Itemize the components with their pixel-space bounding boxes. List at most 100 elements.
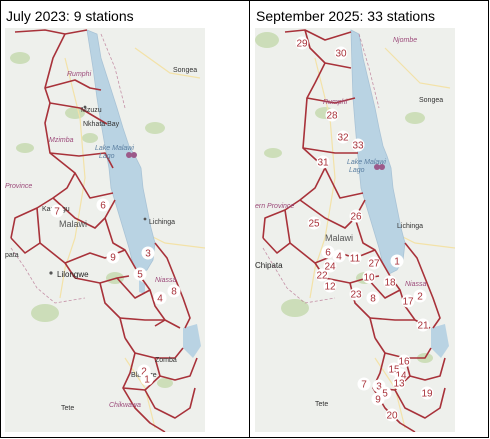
label-pata: pata (5, 252, 19, 259)
svg-text:21: 21 (417, 321, 429, 332)
label-chikwawa: Chikwawa (109, 402, 141, 409)
station-marker[interactable]: 30 (334, 46, 348, 60)
station-marker[interactable]: 1 (390, 254, 404, 268)
svg-text:33: 33 (352, 141, 364, 152)
svg-text:6: 6 (325, 248, 331, 259)
label-lake: Lake Malawi (95, 145, 134, 152)
svg-text:2: 2 (141, 367, 147, 378)
label-mzimba: Mzimba (49, 137, 74, 144)
station-marker[interactable]: 29 (295, 36, 309, 50)
station-marker[interactable]: 20 (385, 408, 399, 422)
station-marker[interactable]: 8 (167, 284, 181, 298)
lake-pin-icon (374, 164, 385, 170)
svg-text:24: 24 (324, 262, 336, 273)
place-labels: Njombe Songea Rumphi Lake Malawi Lago er… (255, 37, 443, 408)
svg-text:9: 9 (110, 253, 116, 264)
svg-text:7: 7 (361, 380, 367, 391)
label-tete: Tete (61, 405, 74, 412)
svg-text:28: 28 (326, 111, 338, 122)
station-marker[interactable]: 16 (397, 354, 411, 368)
lake-pin-icon (126, 152, 137, 158)
station-marker[interactable]: 25 (307, 216, 321, 230)
label-chipata: Chipata (255, 261, 283, 270)
label-lago: Lago (349, 167, 365, 174)
svg-text:2: 2 (417, 292, 423, 303)
station-marker[interactable]: 22 (315, 268, 329, 282)
label-nkhata-bay: Nkhata Bay (83, 121, 120, 128)
map-2025: Njombe Songea Rumphi Lake Malawi Lago er… (255, 28, 455, 432)
station-marker[interactable]: 12 (323, 279, 337, 293)
lake-malombe-shape (139, 280, 145, 294)
svg-text:26: 26 (350, 212, 362, 223)
label-lilongwe: Lilongwe (57, 270, 89, 279)
svg-text:8: 8 (370, 294, 376, 305)
station-marker[interactable]: 9 (106, 250, 120, 264)
country-border (10, 33, 126, 304)
svg-text:20: 20 (386, 411, 398, 422)
svg-text:11: 11 (350, 254, 361, 265)
label-zomba: Zomba (155, 357, 177, 364)
station-marker[interactable]: 24 (323, 259, 337, 273)
district-boundaries (10, 29, 198, 432)
label-tete: Tete (315, 401, 328, 408)
station-marker[interactable]: 6 (96, 198, 110, 212)
stations-2025: 29 30 28 32 33 31 26 25 4 11 27 1 6 24 1… (295, 36, 434, 422)
station-marker[interactable]: 23 (349, 287, 363, 301)
lake-malawi-shape (350, 29, 406, 275)
label-rumphi: Rumphi (323, 99, 348, 106)
label-rumphi: Rumphi (67, 71, 92, 78)
svg-text:9: 9 (375, 395, 381, 406)
label-niassa: Niassa (155, 277, 177, 284)
svg-text:12: 12 (324, 282, 336, 293)
lake-malawi-shape (86, 29, 156, 275)
svg-text:4: 4 (157, 294, 163, 305)
label-lake: Lake Malawi (347, 159, 386, 166)
station-marker[interactable]: 21 (416, 318, 430, 332)
station-marker[interactable]: 33 (351, 138, 365, 152)
label-lago: Lago (99, 153, 115, 160)
station-marker[interactable]: 28 (325, 108, 339, 122)
station-marker[interactable]: 32 (336, 130, 350, 144)
svg-text:30: 30 (335, 49, 347, 60)
label-malawi: Malawi (59, 219, 87, 229)
station-marker[interactable]: 19 (420, 386, 434, 400)
svg-text:6: 6 (100, 201, 106, 212)
station-marker[interactable]: 18 (383, 275, 397, 289)
svg-text:32: 32 (337, 133, 349, 144)
svg-text:16: 16 (398, 357, 410, 368)
station-marker[interactable]: 8 (366, 291, 380, 305)
panel-title-2025: September 2025: 33 stations (256, 8, 436, 24)
label-njombe: Njombe (393, 37, 417, 44)
station-marker[interactable]: 27 (367, 256, 381, 270)
svg-text:23: 23 (350, 290, 362, 301)
station-marker[interactable]: 3 (141, 246, 155, 260)
station-marker[interactable]: 9 (371, 392, 385, 406)
station-marker[interactable]: 31 (316, 155, 330, 169)
town-markers (49, 105, 147, 275)
station-marker[interactable]: 4 (153, 291, 167, 305)
station-marker[interactable]: 17 (401, 294, 415, 308)
station-marker[interactable]: 6 (321, 245, 335, 259)
station-marker[interactable]: 4 (332, 249, 346, 263)
station-marker[interactable]: 11 (348, 251, 362, 265)
map-2023: Rumphi Mzuzu Nkhata Bay Mzimba Lake Mala… (5, 28, 205, 432)
svg-text:18: 18 (384, 278, 396, 289)
label-province: Province (5, 183, 32, 190)
station-marker[interactable]: 7 (50, 204, 64, 218)
station-marker[interactable]: 5 (133, 267, 147, 281)
svg-text:10: 10 (363, 273, 375, 284)
station-marker[interactable]: 2 (413, 289, 427, 303)
svg-text:13: 13 (393, 379, 405, 390)
svg-text:14: 14 (395, 371, 407, 382)
station-marker[interactable]: 13 (392, 376, 406, 390)
station-marker[interactable]: 10 (362, 270, 376, 284)
label-lichinga: Lichinga (397, 223, 423, 230)
svg-text:25: 25 (308, 219, 320, 230)
station-marker[interactable]: 1 (140, 372, 154, 386)
label-mzuzu: Mzuzu (81, 107, 102, 114)
station-marker[interactable]: 7 (357, 377, 371, 391)
station-marker[interactable]: 26 (349, 209, 363, 223)
lake-chilwa-shape (183, 324, 201, 358)
svg-text:17: 17 (402, 297, 414, 308)
